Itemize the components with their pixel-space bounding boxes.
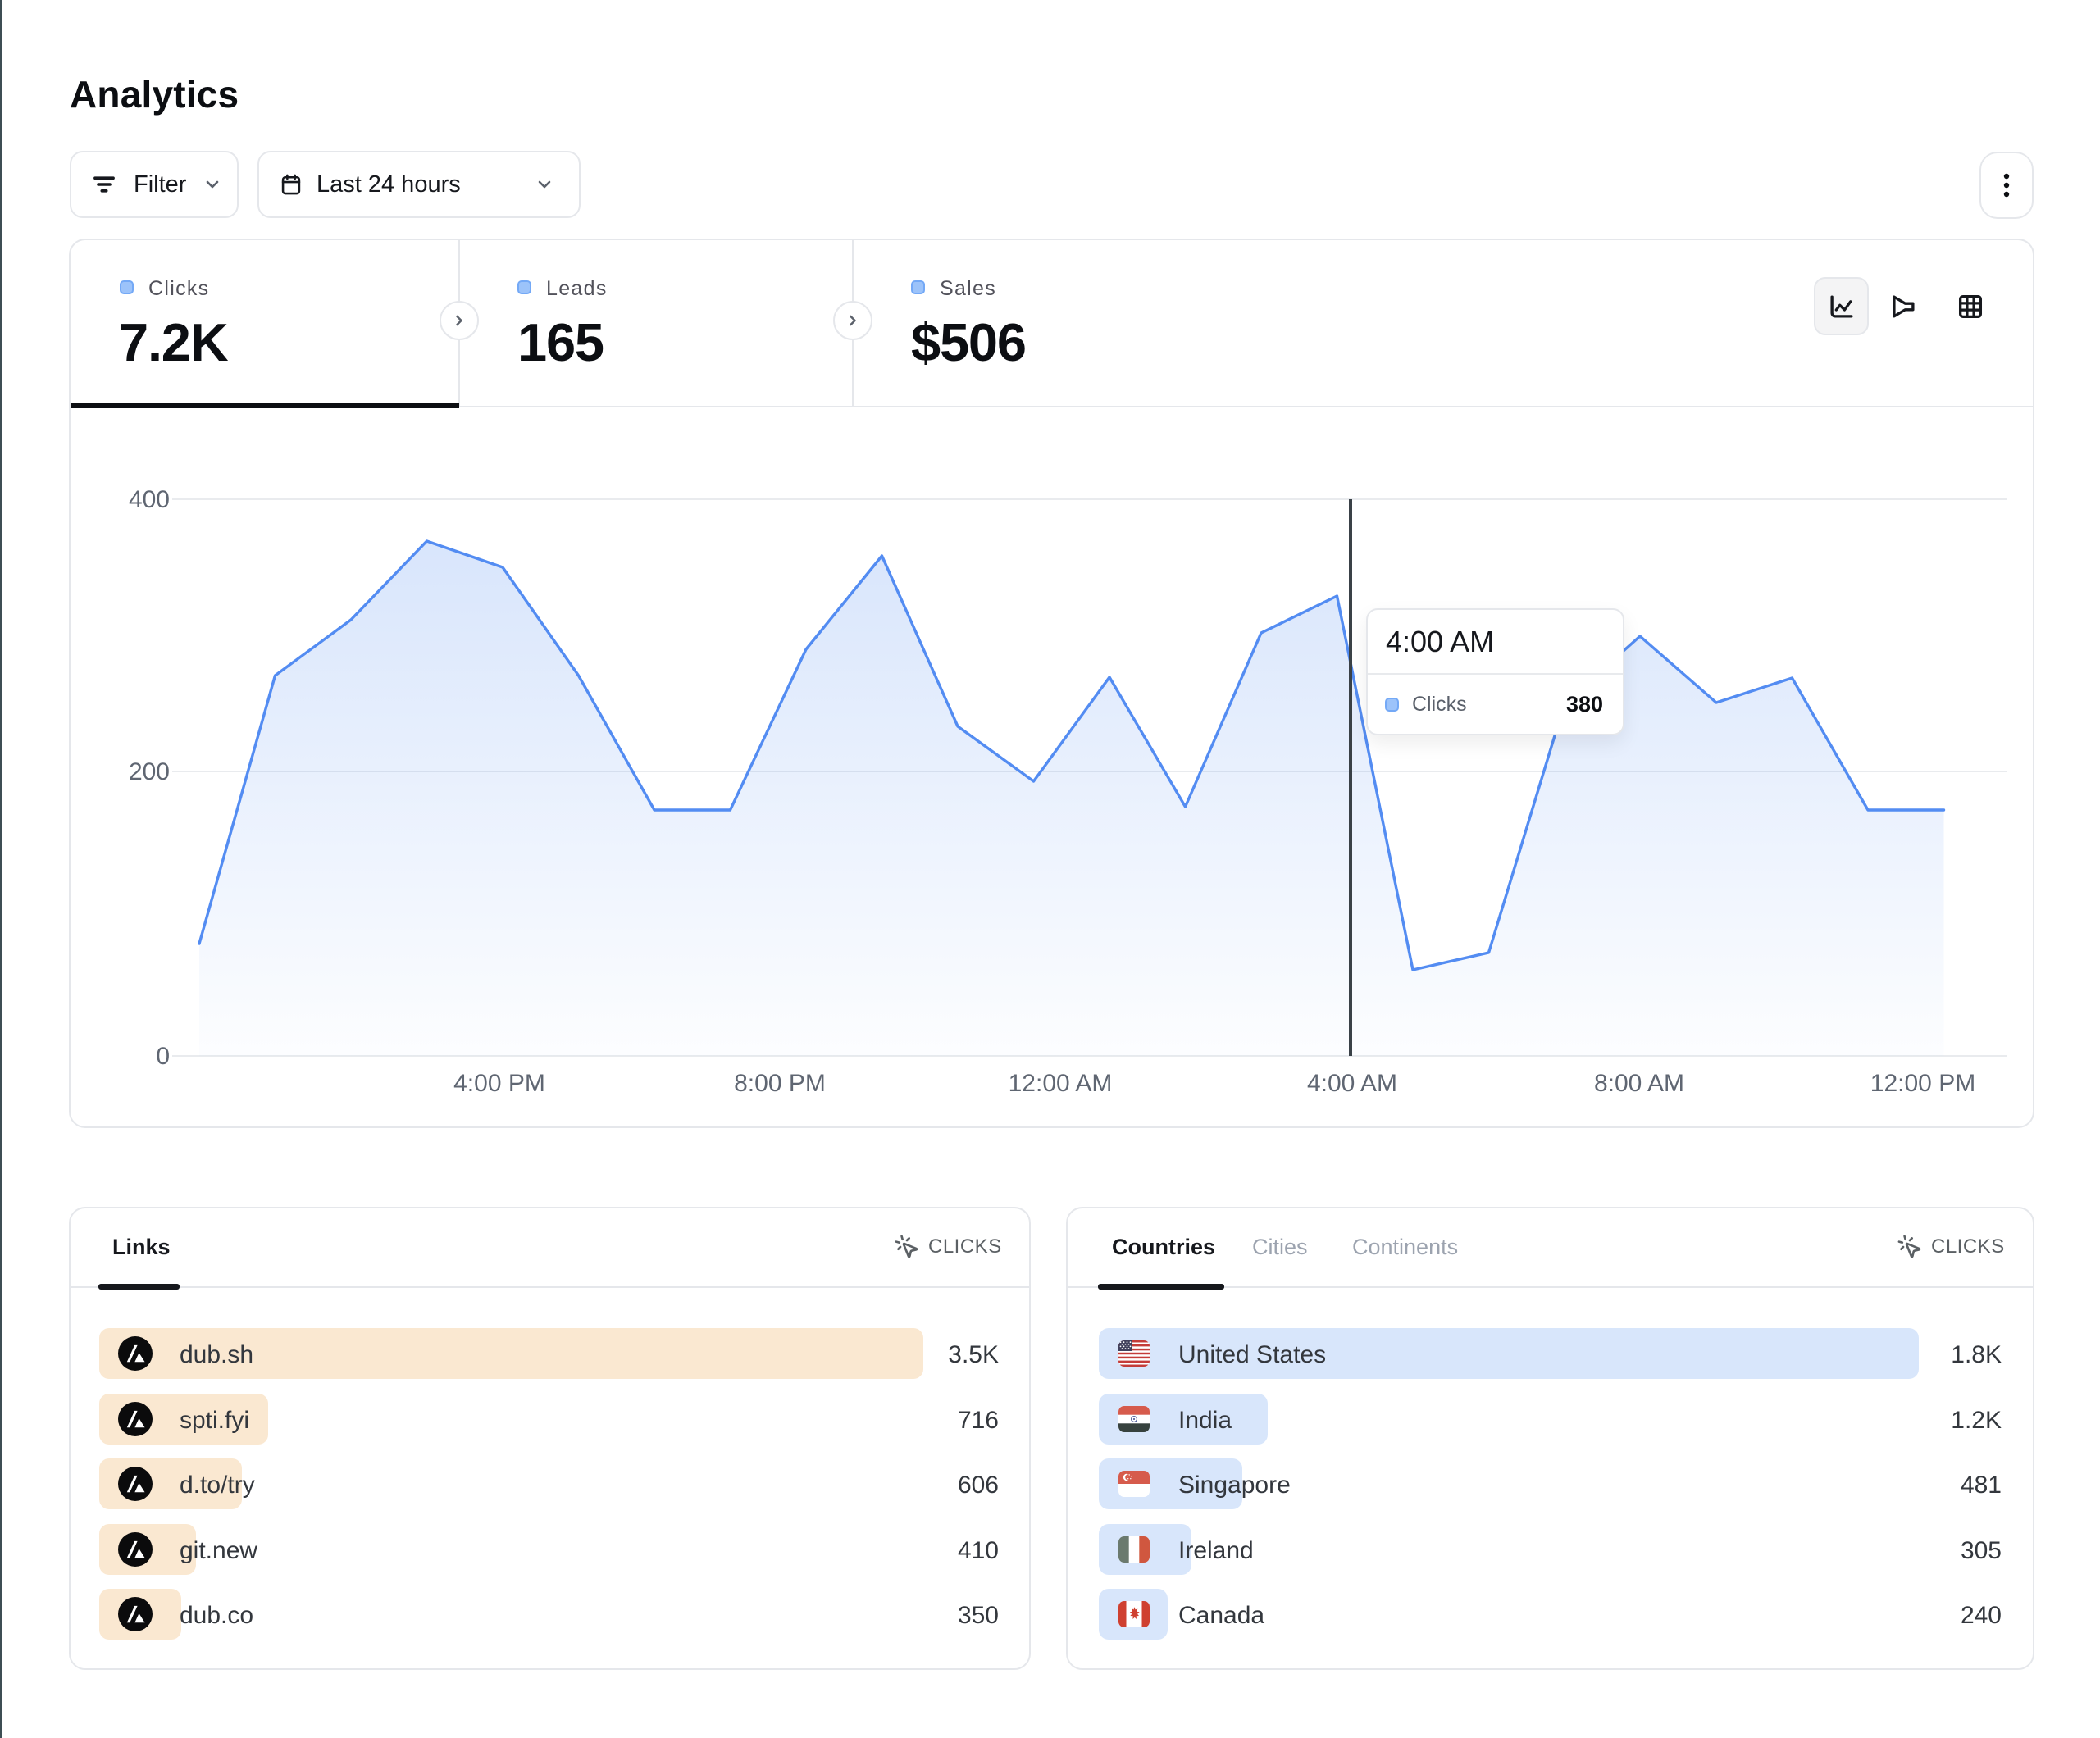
svg-text:8:00 PM: 8:00 PM — [734, 1070, 826, 1097]
svg-text:4:00 AM: 4:00 AM — [1307, 1070, 1397, 1097]
svg-text:8:00 AM: 8:00 AM — [1594, 1070, 1684, 1097]
svg-text:0: 0 — [156, 1043, 170, 1070]
svg-text:12:00 AM: 12:00 AM — [1009, 1070, 1113, 1097]
svg-text:4:00 PM: 4:00 PM — [453, 1070, 545, 1097]
svg-text:12:00 PM: 12:00 PM — [1870, 1070, 1975, 1097]
svg-text:400: 400 — [129, 486, 170, 513]
svg-text:200: 200 — [129, 758, 170, 785]
